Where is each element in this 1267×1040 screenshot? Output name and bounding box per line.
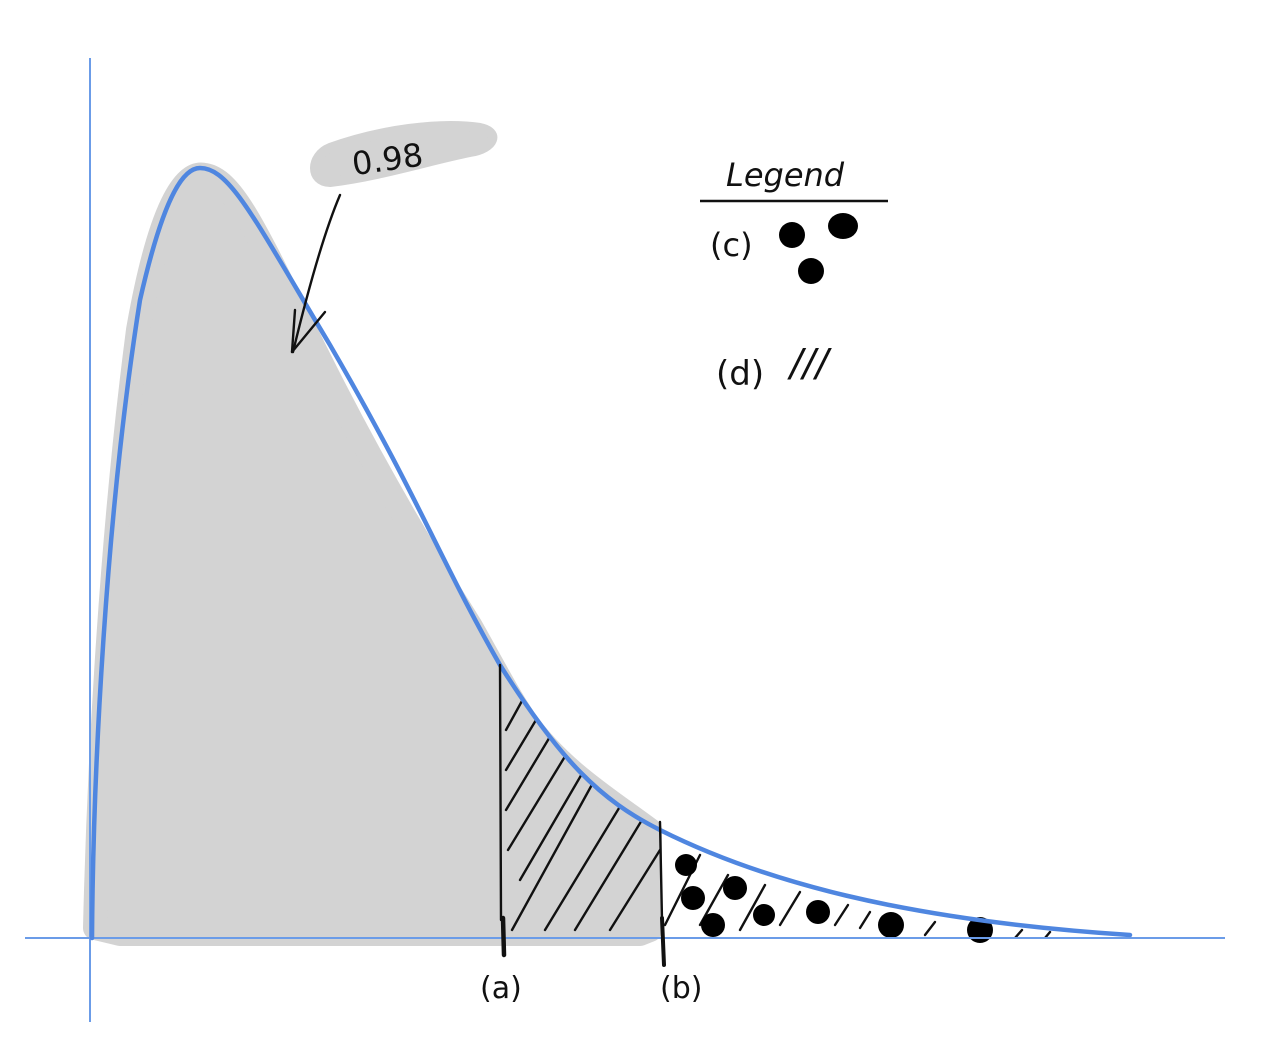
dotted-region xyxy=(675,854,993,943)
marker-a-line xyxy=(498,663,507,958)
legend-item-c-label: (c) xyxy=(710,226,753,264)
legend-item-d-label: (d) xyxy=(716,354,764,394)
marker-b-line xyxy=(658,820,666,967)
marker-b-label: (b) xyxy=(660,971,702,1006)
marker-a-label: (a) xyxy=(480,971,522,1006)
shaded-area-main xyxy=(83,162,662,946)
density-curve xyxy=(89,165,1133,941)
callout-bubble xyxy=(310,121,498,187)
legend-dots-swatch xyxy=(779,213,858,284)
legend-title: Legend xyxy=(726,156,845,194)
legend: Legend (c) (d) /// xyxy=(700,156,888,394)
legend-hatch-swatch: /// xyxy=(787,341,833,385)
callout-arrow xyxy=(290,193,342,354)
